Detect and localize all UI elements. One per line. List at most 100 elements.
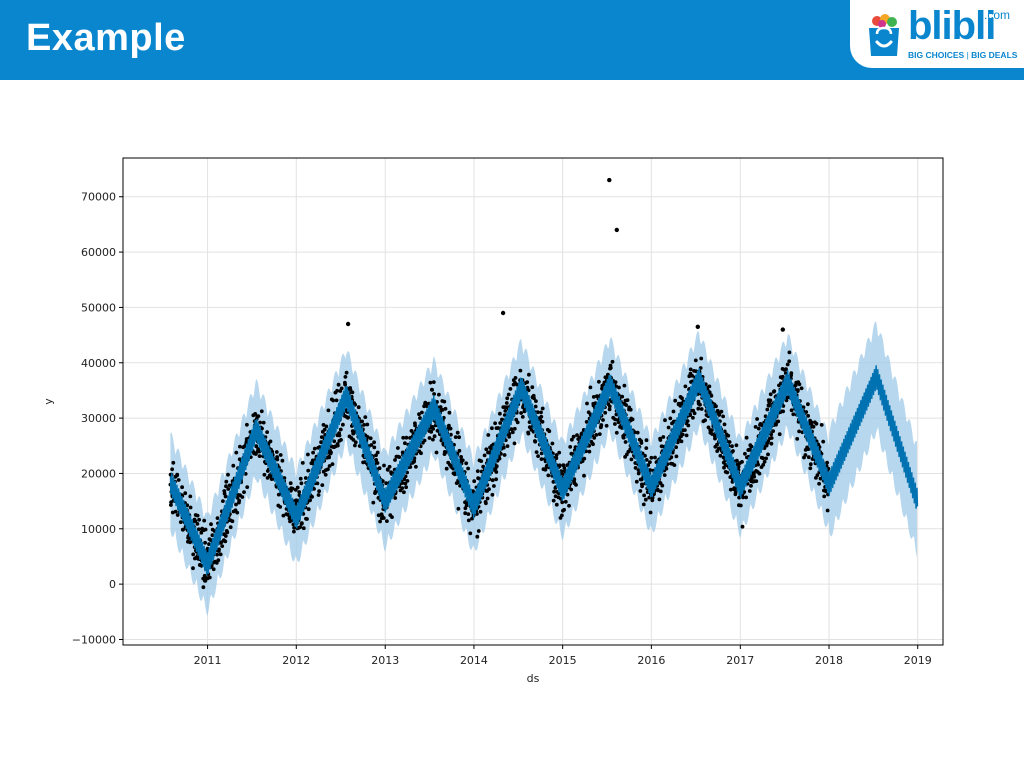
observed-point	[575, 433, 579, 437]
observed-point	[292, 529, 296, 534]
observed-point	[532, 396, 536, 401]
observed-point	[337, 433, 342, 438]
observed-point	[749, 484, 753, 488]
observed-point	[664, 466, 669, 471]
observed-point	[211, 567, 216, 572]
observed-point	[562, 466, 567, 470]
observed-point	[691, 415, 695, 420]
observed-point	[209, 522, 213, 527]
observed-point	[420, 410, 424, 415]
observed-point	[582, 456, 587, 461]
observed-point	[797, 382, 802, 387]
observed-point	[480, 495, 485, 500]
observed-point	[638, 489, 643, 493]
observed-point	[254, 444, 259, 449]
observed-point	[299, 481, 304, 486]
observed-point	[297, 490, 302, 494]
observed-point	[768, 398, 773, 403]
observed-point	[789, 408, 794, 413]
observed-point	[376, 513, 381, 518]
y-axis-ticks: −10000 0 10000 20000 30000 40000 50000 60000 700…	[72, 191, 123, 646]
observed-point	[680, 396, 684, 401]
observed-point	[447, 423, 451, 428]
observed-point	[460, 458, 465, 463]
observed-point	[372, 445, 377, 450]
observed-point	[781, 409, 785, 414]
logo-tagline-left: BIG CHOICES	[908, 50, 965, 60]
observed-point	[512, 441, 517, 446]
observed-point	[380, 479, 385, 483]
observed-point	[207, 575, 212, 580]
observed-point	[683, 428, 687, 432]
observed-point	[507, 432, 512, 436]
observed-point	[353, 440, 358, 445]
observed-point	[696, 406, 701, 411]
observed-point	[565, 492, 570, 497]
observed-point	[662, 473, 667, 477]
observed-point	[668, 416, 673, 421]
observed-point	[506, 392, 511, 397]
observed-point	[261, 420, 266, 425]
observed-point	[191, 552, 196, 557]
observed-point	[281, 513, 286, 518]
observed-point	[639, 441, 644, 445]
observed-point	[422, 438, 427, 443]
observed-point	[753, 425, 758, 429]
observed-point	[692, 411, 697, 416]
observed-point	[400, 486, 405, 490]
observed-point	[634, 479, 639, 484]
observed-point	[762, 459, 767, 464]
observed-point	[298, 525, 303, 529]
observed-point	[218, 552, 223, 557]
observed-point	[539, 451, 544, 456]
observed-point	[428, 380, 433, 385]
observed-point	[693, 358, 698, 363]
observed-point	[494, 464, 499, 469]
observed-point	[683, 384, 688, 389]
observed-point	[787, 350, 792, 355]
observed-point	[814, 421, 819, 426]
observed-point	[623, 440, 628, 444]
x-axis-label: ds	[527, 672, 540, 685]
observed-point	[386, 468, 390, 472]
observed-point	[703, 418, 707, 423]
observed-point	[375, 450, 380, 455]
observed-point	[740, 460, 744, 464]
observed-point	[196, 527, 201, 532]
observed-point	[591, 442, 595, 447]
observed-point	[282, 476, 287, 480]
observed-point	[472, 479, 477, 484]
slide-title: Example	[26, 17, 186, 59]
observed-point	[188, 505, 193, 510]
observed-point	[400, 481, 405, 485]
observed-point	[630, 417, 635, 422]
observed-point	[338, 427, 343, 432]
observed-point	[551, 498, 556, 503]
observed-point	[653, 455, 657, 460]
observed-point	[714, 404, 718, 409]
observed-point	[740, 524, 745, 529]
observed-point	[320, 483, 325, 487]
observed-point	[221, 499, 225, 503]
y-tick-label: 20000	[81, 467, 116, 480]
observed-point	[505, 396, 510, 401]
observed-point	[301, 526, 306, 531]
observed-point	[594, 433, 599, 437]
observed-point	[487, 487, 491, 492]
observed-point	[215, 552, 220, 557]
observed-point	[334, 398, 339, 403]
observed-point	[319, 435, 324, 439]
observed-point	[268, 439, 273, 444]
observed-point	[321, 423, 326, 427]
observed-point	[507, 434, 512, 439]
observed-point	[234, 450, 239, 455]
observed-point	[475, 469, 480, 473]
observed-point	[721, 414, 725, 419]
logo-suffix: .com	[984, 8, 1011, 22]
observed-point	[197, 517, 202, 522]
observed-point	[643, 453, 647, 458]
observed-point	[803, 453, 808, 457]
observed-point	[275, 457, 280, 462]
observed-point	[485, 496, 490, 501]
x-tick-label: 2011	[194, 654, 222, 667]
